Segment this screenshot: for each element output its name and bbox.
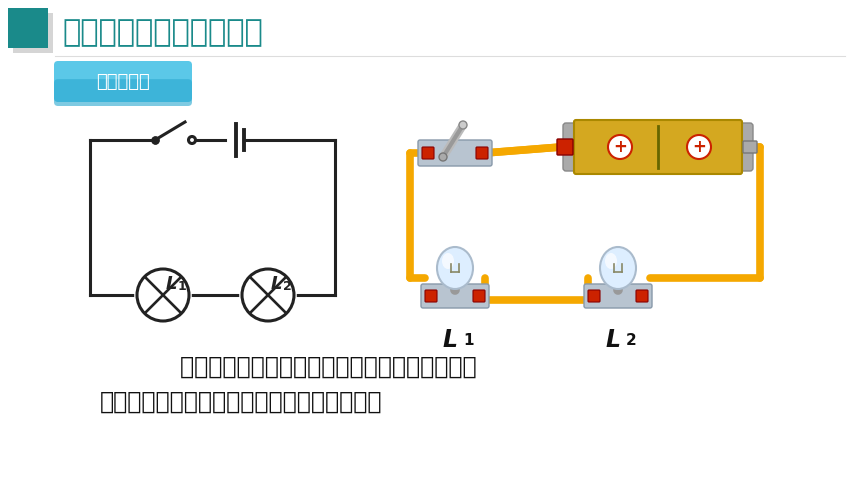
Bar <box>13 13 53 53</box>
FancyBboxPatch shape <box>735 123 753 171</box>
Circle shape <box>439 153 447 161</box>
FancyBboxPatch shape <box>743 141 757 153</box>
Ellipse shape <box>605 253 617 269</box>
Circle shape <box>608 135 632 159</box>
Text: 合开关，两灯都能发光吗？发光亮度一样吗？: 合开关，两灯都能发光吗？发光亮度一样吗？ <box>100 390 383 414</box>
Circle shape <box>459 121 467 129</box>
Text: L: L <box>605 328 621 352</box>
Text: 一、串联电路的电压规律: 一、串联电路的电压规律 <box>62 18 263 47</box>
FancyBboxPatch shape <box>588 290 600 302</box>
FancyBboxPatch shape <box>418 140 492 166</box>
FancyBboxPatch shape <box>574 120 742 174</box>
Bar <box>8 8 48 48</box>
FancyBboxPatch shape <box>584 284 652 308</box>
Text: L: L <box>443 328 458 352</box>
Text: 1: 1 <box>463 333 474 348</box>
FancyBboxPatch shape <box>473 290 485 302</box>
Ellipse shape <box>600 247 636 289</box>
FancyBboxPatch shape <box>54 79 192 106</box>
FancyBboxPatch shape <box>425 290 437 302</box>
Circle shape <box>188 136 195 143</box>
Text: 现将两个不同规格的小灯泡按照电路图连接。闭: 现将两个不同规格的小灯泡按照电路图连接。闭 <box>150 355 476 379</box>
Text: 2: 2 <box>626 333 636 348</box>
FancyBboxPatch shape <box>54 61 192 102</box>
FancyBboxPatch shape <box>476 147 488 159</box>
Text: 1: 1 <box>178 280 187 293</box>
Text: 观察并思考: 观察并思考 <box>96 74 150 91</box>
FancyBboxPatch shape <box>422 147 434 159</box>
Text: 2: 2 <box>283 280 292 293</box>
FancyBboxPatch shape <box>557 139 573 155</box>
Circle shape <box>687 135 711 159</box>
Ellipse shape <box>442 253 454 269</box>
Text: +: + <box>692 138 706 156</box>
FancyBboxPatch shape <box>636 290 648 302</box>
FancyBboxPatch shape <box>563 123 581 171</box>
Circle shape <box>137 269 189 321</box>
Text: +: + <box>613 138 627 156</box>
Text: L: L <box>271 275 282 293</box>
Ellipse shape <box>437 247 473 289</box>
Circle shape <box>242 269 294 321</box>
FancyBboxPatch shape <box>421 284 489 308</box>
Text: L: L <box>166 275 177 293</box>
